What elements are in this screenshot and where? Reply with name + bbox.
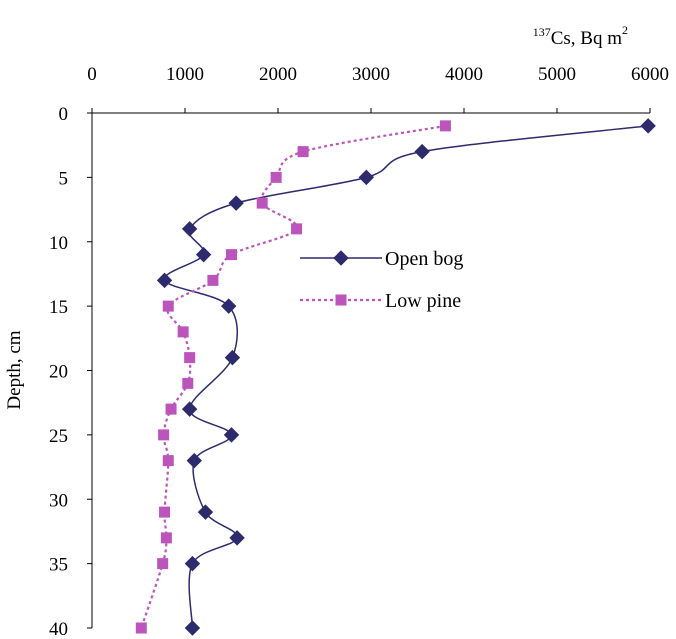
x-tick-label: 3000 <box>352 64 390 85</box>
data-point <box>224 349 241 366</box>
data-point <box>291 223 303 235</box>
data-point <box>158 429 170 441</box>
data-point <box>270 171 282 183</box>
data-point <box>297 146 309 158</box>
data-point <box>184 555 201 572</box>
series-line <box>163 125 649 629</box>
x-axis-title-prefix: 137 <box>533 25 551 39</box>
data-point <box>162 300 174 312</box>
x-tick-label: 1000 <box>166 64 204 85</box>
data-point <box>184 352 196 364</box>
legend-label: Open bog <box>385 248 463 270</box>
data-point <box>135 622 147 634</box>
data-point <box>640 118 656 134</box>
data-point <box>358 169 375 186</box>
data-point <box>162 455 174 467</box>
data-point <box>226 249 237 261</box>
y-tick-label: 40 <box>49 619 68 639</box>
data-point <box>229 530 245 546</box>
y-tick-label: 15 <box>49 297 68 318</box>
data-point <box>181 401 198 417</box>
data-point <box>256 197 268 209</box>
y-tick-label: 0 <box>59 104 69 125</box>
data-point <box>439 120 451 132</box>
y-tick-label: 35 <box>49 555 68 576</box>
data-point <box>223 427 240 443</box>
legend-marker <box>333 250 349 266</box>
x-axis: 0 1000 2000 3000 4000 5000 6000 <box>87 64 669 114</box>
legend-label: Low pine <box>385 290 461 312</box>
data-point <box>157 558 169 570</box>
data-point <box>159 506 171 518</box>
y-tick-label: 10 <box>49 233 68 254</box>
legend-item: Open bog <box>300 248 463 270</box>
x-tick-label: 6000 <box>631 64 669 85</box>
data-point <box>414 143 430 160</box>
x-axis-title-sup: 2 <box>622 23 628 37</box>
data-point <box>160 532 172 544</box>
y-tick-label: 30 <box>49 490 68 511</box>
data-point <box>221 298 237 314</box>
data-point <box>207 274 219 286</box>
series-low-pine <box>135 120 451 634</box>
data-point <box>228 195 244 211</box>
legend: Open bog Low pine <box>300 248 463 312</box>
data-point <box>181 221 198 237</box>
data-point <box>156 272 173 289</box>
data-point <box>184 620 201 636</box>
x-tick-label: 4000 <box>445 64 483 85</box>
y-axis: 0 5 10 15 20 25 30 35 40 <box>49 104 93 639</box>
y-tick-label: 20 <box>49 362 68 383</box>
legend-marker <box>335 294 347 306</box>
series-open-bog <box>156 118 656 636</box>
y-tick-label: 5 <box>59 168 69 189</box>
x-tick-label: 5000 <box>538 64 576 85</box>
legend-item: Low pine <box>300 290 461 312</box>
series-layer <box>135 118 656 636</box>
y-tick-label: 25 <box>49 426 68 447</box>
x-axis-title: 137Cs, Bq m2 <box>533 23 628 49</box>
data-point <box>182 377 194 389</box>
x-tick-label: 0 <box>87 64 97 85</box>
x-tick-label: 2000 <box>259 64 297 85</box>
data-point <box>165 403 177 415</box>
data-point <box>177 326 189 338</box>
x-axis-title-main: Cs, Bq m <box>551 28 622 49</box>
data-point <box>186 452 203 469</box>
data-point <box>195 246 212 263</box>
data-point <box>197 504 214 520</box>
series-line <box>140 124 446 629</box>
y-axis-label: Depth, cm <box>4 330 25 409</box>
